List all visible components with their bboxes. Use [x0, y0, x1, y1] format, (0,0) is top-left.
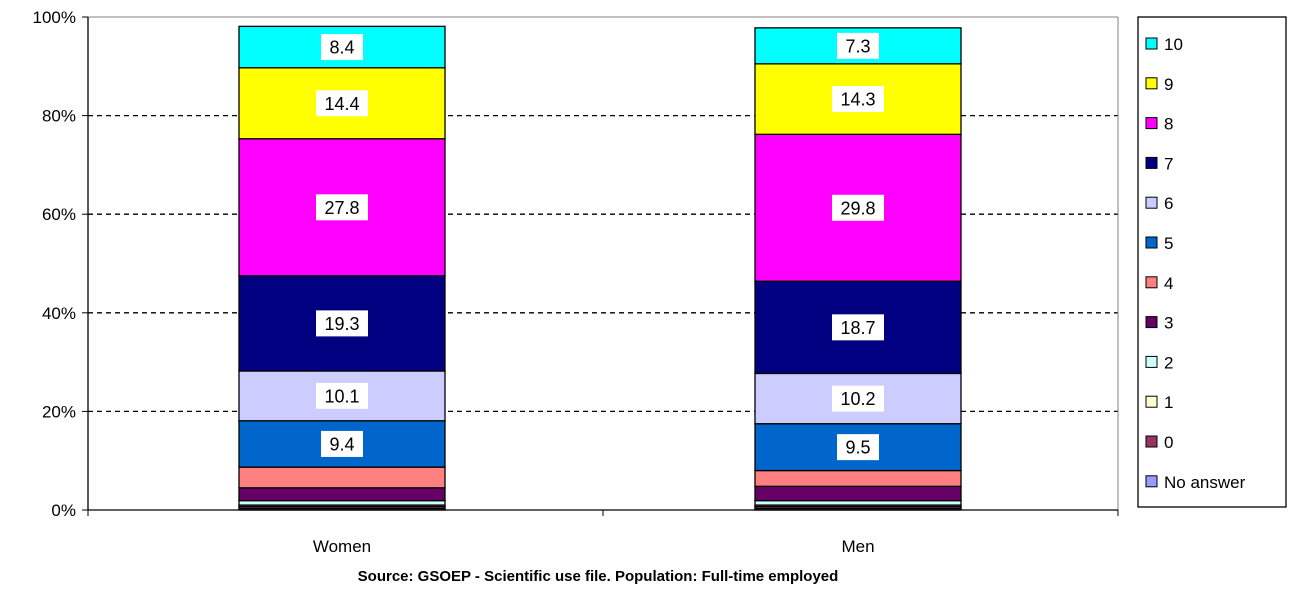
legend-swatch [1145, 475, 1158, 488]
legend-swatch [1145, 435, 1158, 448]
data-label: 10.1 [324, 386, 359, 406]
data-label-box [837, 32, 879, 59]
legend-swatch [1145, 37, 1158, 50]
legend-label: 3 [1164, 314, 1173, 333]
bar-segment [238, 499, 446, 506]
x-tick-label: Men [841, 537, 874, 556]
data-label-box [832, 314, 884, 341]
legend-swatch [1145, 77, 1158, 90]
legend-swatch [1145, 395, 1158, 408]
y-tick-label: 100% [33, 8, 76, 27]
axes: 0% 20% 40% 60% 80% 100% Women Men [33, 8, 1119, 556]
legend-label: 9 [1164, 75, 1173, 94]
bar-segment [754, 499, 962, 506]
legend-swatch [1145, 316, 1158, 329]
legend-label: 5 [1164, 234, 1173, 253]
bar-segment [754, 63, 962, 135]
x-tick-label: Women [313, 537, 371, 556]
legend-swatch [1145, 236, 1158, 249]
data-label: 10.2 [840, 389, 875, 409]
legend-swatch [1145, 156, 1158, 169]
y-tick-label: 20% [42, 402, 76, 421]
data-label-box [832, 385, 884, 412]
legend-label: 0 [1164, 433, 1173, 452]
legend-label: 2 [1164, 353, 1173, 372]
y-tick-label: 60% [42, 205, 76, 224]
bar-segment [754, 469, 962, 487]
legend-swatch [1145, 276, 1158, 289]
source-note: Source: GSOEP - Scientific use file. Pop… [357, 568, 839, 585]
data-label: 9.5 [845, 438, 870, 458]
data-label: 29.8 [840, 198, 875, 218]
data-label: 8.4 [329, 38, 354, 58]
legend-box [1137, 16, 1287, 508]
legend-label: 10 [1164, 35, 1183, 54]
data-labels: 9.4 10.1 19.3 27.8 14.4 8.4 9.5 10.2 18.7 29.8 14.… [316, 32, 884, 461]
legend-label: 4 [1164, 274, 1173, 293]
data-label: 14.4 [324, 94, 359, 114]
data-label-box [316, 90, 368, 117]
data-label-box [321, 430, 363, 457]
bar-segment [754, 485, 962, 502]
y-tick-label: 80% [42, 107, 76, 126]
data-label: 9.4 [329, 434, 354, 454]
data-label: 7.3 [845, 36, 870, 56]
data-label-box [316, 310, 368, 337]
legend-swatch [1145, 117, 1158, 130]
data-label-box [832, 86, 884, 113]
legend-swatch [1145, 196, 1158, 209]
data-label-box [316, 382, 368, 409]
data-label: 14.3 [840, 90, 875, 110]
y-tick-label: 0% [51, 501, 76, 520]
data-label: 18.7 [840, 318, 875, 338]
data-label-box [321, 34, 363, 61]
data-label-box [832, 194, 884, 221]
legend-label: 1 [1164, 393, 1173, 412]
legend-label: No answer [1164, 473, 1246, 492]
bar-segment [238, 487, 446, 502]
legend-label: 7 [1164, 154, 1173, 173]
data-label-box [837, 434, 879, 461]
data-label-box [316, 194, 368, 221]
legend-swatch [1145, 355, 1158, 368]
y-tick-label: 40% [42, 304, 76, 323]
bars [238, 25, 962, 511]
data-label: 27.8 [324, 198, 359, 218]
legend-label: 6 [1164, 194, 1173, 213]
bar-segment [238, 466, 446, 489]
data-label: 19.3 [324, 314, 359, 334]
legend-label: 8 [1164, 115, 1173, 134]
